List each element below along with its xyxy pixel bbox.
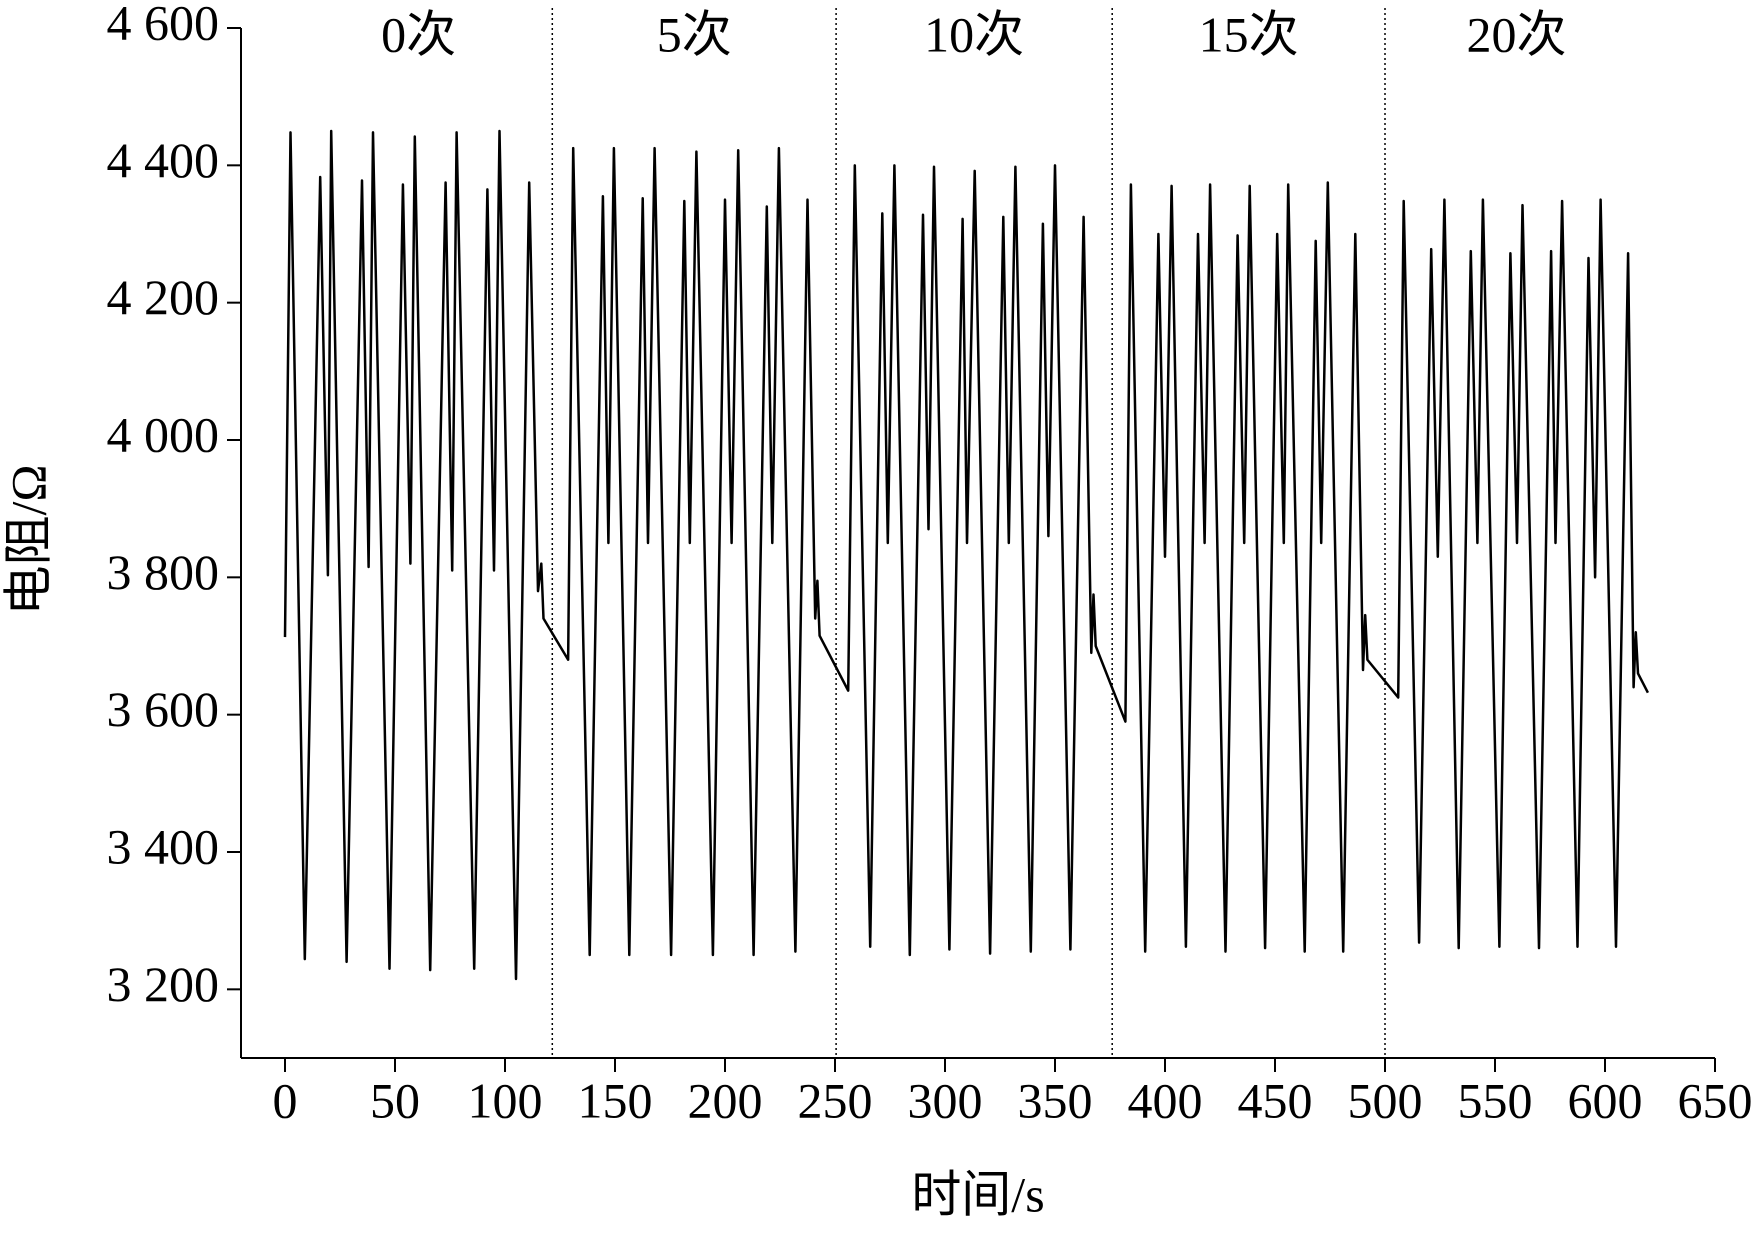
x-tick-label: 300: [908, 1072, 983, 1128]
segment-label: 20次: [1466, 6, 1566, 62]
data-line: [283, 129, 1650, 981]
x-tick-label: 50: [370, 1072, 420, 1128]
segment-label: 5次: [657, 6, 732, 62]
x-tick-label: 0: [273, 1072, 298, 1128]
y-tick-label: 3 400: [107, 818, 220, 874]
segment-label: 0次: [381, 6, 456, 62]
x-tick-label: 550: [1458, 1072, 1533, 1128]
y-tick-label: 4 400: [107, 132, 220, 188]
x-tick-label: 650: [1678, 1072, 1753, 1128]
x-tick-label: 400: [1128, 1072, 1203, 1128]
x-tick-label: 150: [578, 1072, 653, 1128]
y-tick-label: 4 000: [107, 406, 220, 462]
x-tick-label: 250: [798, 1072, 873, 1128]
y-tick-label: 4 200: [107, 269, 220, 325]
x-tick-label: 600: [1568, 1072, 1643, 1128]
segment-label: 10次: [924, 6, 1024, 62]
x-tick-label: 200: [688, 1072, 763, 1128]
x-axis-label: 时间/s: [911, 1166, 1044, 1222]
x-tick-label: 100: [468, 1072, 543, 1128]
x-tick-label: 350: [1018, 1072, 1093, 1128]
y-axis-label: 电阻/Ω: [0, 464, 56, 615]
y-tick-label: 3 800: [107, 544, 220, 600]
y-tick-label: 3 600: [107, 681, 220, 737]
x-tick-label: 450: [1238, 1072, 1313, 1128]
y-tick-label: 3 200: [107, 956, 220, 1012]
x-tick-label: 500: [1348, 1072, 1423, 1128]
segment-label: 15次: [1199, 6, 1299, 62]
y-tick-label: 4 600: [107, 0, 220, 50]
